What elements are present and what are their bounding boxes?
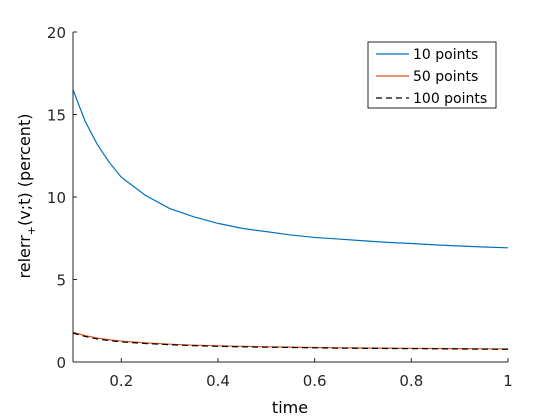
- y-axis-label-subscript: +: [25, 226, 38, 235]
- x-axis-label: time: [272, 398, 308, 417]
- x-tick-label: 0.2: [109, 372, 133, 390]
- legend-label-10-points: 10 points: [413, 47, 478, 63]
- y-tick-label: 15: [47, 107, 66, 125]
- y-axis-label-rest: (v;t) (percent): [15, 114, 34, 226]
- x-tick-label: 0.8: [399, 372, 423, 390]
- y-tick-label: 0: [56, 354, 66, 372]
- y-axis-label-main: relerr: [15, 235, 34, 279]
- y-tick-label: 5: [56, 272, 66, 290]
- series-layer: [72, 89, 509, 350]
- y-axis-label-group: relerr+(v;t) (percent): [15, 114, 38, 279]
- x-tick-label: 0.6: [303, 372, 327, 390]
- series-line-0: [72, 89, 509, 249]
- x-tick-label: 1: [503, 372, 513, 390]
- y-axis-label: relerr+(v;t) (percent): [15, 114, 38, 279]
- legend: 10 points 50 points 100 points: [367, 41, 497, 109]
- legend-box: [367, 41, 497, 109]
- legend-label-100-points: 100 points: [413, 91, 487, 107]
- x-tick-label: 0.4: [206, 372, 230, 390]
- y-tick-label: 20: [47, 24, 66, 42]
- legend-label-50-points: 50 points: [413, 69, 478, 85]
- series-line-2: [72, 332, 509, 350]
- y-tick-label: 10: [47, 189, 66, 207]
